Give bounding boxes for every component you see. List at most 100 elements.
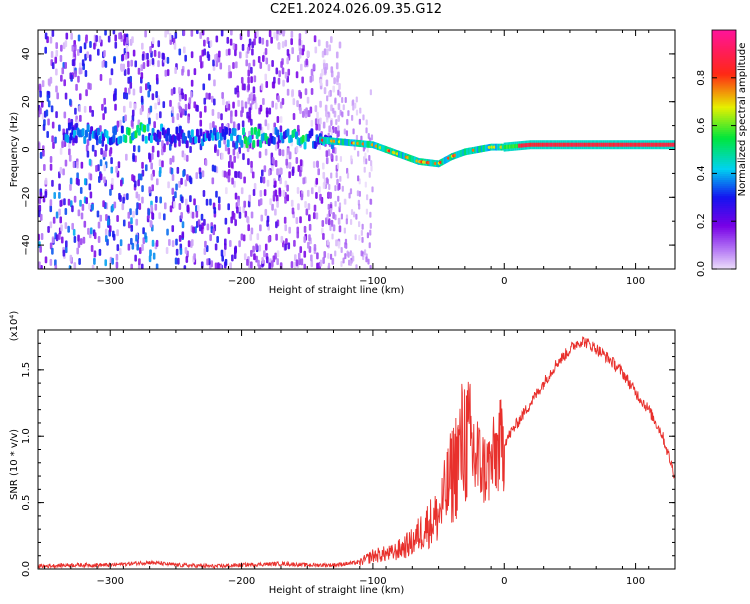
colorbar-swatch	[712, 161, 736, 165]
x-axis-label: Height of straight line (km)	[269, 585, 405, 596]
noise-cell	[260, 214, 264, 222]
noise-cell	[229, 38, 233, 46]
noise-cell	[213, 98, 216, 106]
noise-cell	[234, 87, 237, 95]
noise-cell	[209, 40, 213, 48]
noise-cell	[368, 242, 371, 249]
ridge-band-core	[532, 142, 534, 147]
noise-cell	[312, 212, 316, 220]
noise-cell	[319, 193, 322, 201]
noise-cell	[44, 190, 48, 198]
noise-cell	[330, 119, 333, 126]
noise-cell	[101, 139, 105, 147]
noise-cell	[363, 249, 367, 256]
noise-cell	[248, 38, 252, 46]
noise-cell	[123, 38, 126, 46]
ridge-band-core	[520, 143, 523, 148]
colorbar-swatch	[712, 89, 736, 93]
noise-cell	[217, 111, 220, 119]
noise-cell	[244, 101, 248, 109]
noise-cell	[256, 30, 259, 38]
noise-cell	[354, 102, 357, 109]
colorbar-swatch	[712, 139, 736, 143]
noise-cell	[232, 42, 236, 50]
noise-cell	[116, 244, 120, 252]
noise-cell	[257, 139, 260, 147]
noise-cell	[346, 250, 349, 257]
ridge-cell	[233, 128, 237, 137]
colorbar-frame	[711, 29, 737, 270]
noise-cell	[218, 126, 222, 134]
noise-cell	[161, 148, 164, 156]
noise-cell	[337, 240, 340, 247]
colorbar-swatch	[712, 193, 736, 196]
colorbar-swatch	[712, 137, 736, 141]
ridge-band-core	[522, 143, 524, 148]
noise-cell	[279, 177, 282, 185]
noise-cell	[164, 202, 167, 210]
ridge-band-core	[638, 142, 641, 147]
noise-cell	[370, 160, 373, 167]
y-tick-label: 0	[21, 146, 32, 152]
noise-cell	[332, 224, 336, 232]
noise-cell	[149, 105, 153, 113]
noise-cell	[144, 232, 147, 240]
noise-cell	[221, 254, 224, 262]
noise-cell	[125, 92, 129, 100]
noise-cell	[158, 212, 161, 220]
noise-cell	[152, 252, 156, 260]
noise-cell	[267, 64, 271, 72]
noise-cell	[203, 247, 207, 255]
noise-cell	[270, 36, 273, 44]
noise-cell	[308, 234, 311, 242]
noise-cell	[40, 233, 44, 241]
noise-cell	[201, 170, 205, 178]
colorbar-swatch	[712, 93, 736, 97]
noise-cell	[271, 203, 274, 211]
noise-cell	[262, 54, 265, 62]
colorbar-swatch	[712, 233, 736, 236]
y-tick-label: 1.0	[21, 428, 32, 444]
noise-cell	[296, 100, 299, 108]
noise-cell	[325, 40, 329, 48]
noise-cell	[370, 134, 374, 141]
noise-cell	[334, 250, 337, 257]
noise-cell	[103, 97, 107, 105]
noise-cell	[199, 119, 203, 127]
noise-cell	[175, 248, 179, 256]
noise-cell	[193, 253, 196, 261]
noise-cell	[166, 56, 170, 64]
noise-cell	[279, 167, 282, 175]
noise-cell	[64, 208, 68, 216]
ridge-band-core	[619, 142, 621, 147]
x-tick-label: −300	[97, 276, 124, 287]
noise-cell	[295, 259, 299, 267]
ridge-band-core	[615, 142, 617, 147]
noise-cell	[191, 211, 195, 219]
noise-cell	[73, 235, 77, 243]
ridge-cell	[105, 130, 109, 139]
x-tick-label: −300	[97, 576, 124, 587]
colorbar-swatch	[712, 123, 736, 127]
noise-cell	[88, 202, 91, 210]
ridge-cell	[83, 136, 87, 145]
noise-cell	[118, 32, 121, 40]
noise-cell	[216, 235, 219, 243]
colorbar-swatch	[712, 73, 736, 77]
noise-cell	[283, 216, 287, 224]
noise-cell	[155, 112, 159, 120]
noise-cell	[342, 104, 345, 111]
noise-cell	[225, 187, 228, 195]
noise-cell	[358, 190, 361, 197]
noise-cell	[297, 203, 300, 211]
noise-cell	[102, 150, 105, 158]
colorbar-swatch	[712, 31, 736, 35]
noise-cell	[212, 121, 215, 129]
noise-cell	[243, 176, 246, 184]
ridge-cell	[86, 124, 90, 133]
noise-cell	[127, 211, 131, 219]
noise-cell	[43, 163, 46, 171]
noise-cell	[305, 208, 309, 216]
noise-cell	[69, 98, 72, 106]
colorbar-swatch	[712, 185, 736, 188]
